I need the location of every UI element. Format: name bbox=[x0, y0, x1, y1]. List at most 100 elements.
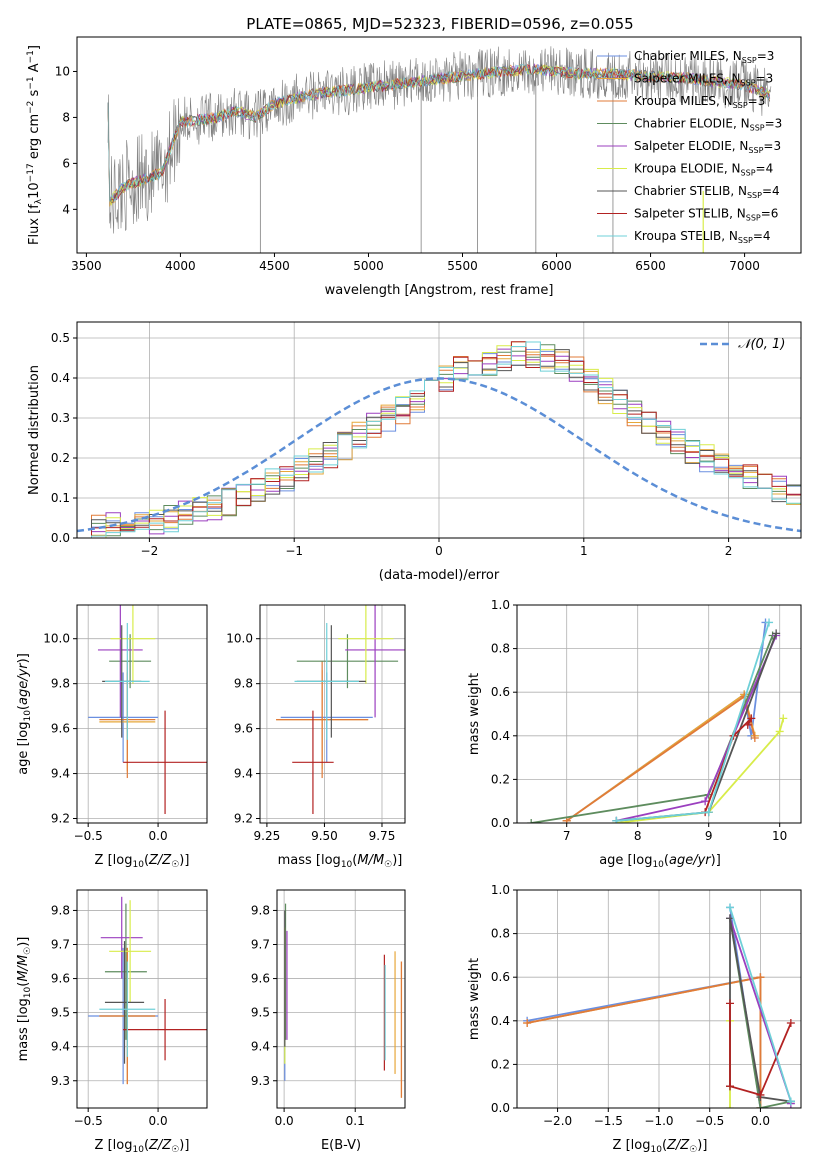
y-tick-label: 9.6 bbox=[251, 972, 270, 986]
weight-line-kroupa-stelib bbox=[616, 622, 770, 822]
spectrum-legend: Chabrier MILES, NSSP=3 Salpeter MILES, NS… bbox=[597, 49, 782, 245]
y-tick-label: 9.6 bbox=[51, 972, 70, 986]
y-tick-label: 9.7 bbox=[251, 938, 270, 952]
weight-marker-kroupa-stelib bbox=[612, 816, 621, 823]
y-tick-label: 8 bbox=[62, 110, 70, 124]
legend-label-salpeter-miles: Salpeter MILES, NSSP=3 bbox=[634, 72, 773, 88]
weight-marker-kroupa-stelib bbox=[786, 1097, 795, 1106]
y-tick-label: 0.0 bbox=[491, 816, 510, 830]
x-tick-label: 5000 bbox=[353, 259, 384, 273]
spectrum-panel: 3500 4000 4500 5000 5500 6000 6500 7000 4 6 8 10 wa… bbox=[26, 36, 802, 298]
y-tick-label: 1.0 bbox=[491, 598, 510, 612]
z-mass-ylabel: mass [log10(M/M☉)] bbox=[16, 937, 33, 1062]
weight-marker-kroupa-stelib bbox=[704, 808, 713, 817]
z-age-ylabel: age [log10(age/yr)] bbox=[16, 653, 33, 775]
x-tick-label: 2 bbox=[725, 544, 733, 558]
y-tick-label: 9.6 bbox=[234, 722, 253, 736]
marks bbox=[527, 618, 788, 823]
age-weight-panel: 7 8 9 10 0.0 0.2 0.4 0.6 0.8 1.0 age [log10(age/y… bbox=[467, 598, 802, 870]
marks bbox=[276, 605, 405, 815]
y-tick-label: 9.2 bbox=[234, 812, 253, 826]
model-spectrum-chabrier-miles bbox=[107, 63, 771, 206]
weight-line-salpeter-stelib bbox=[704, 717, 753, 813]
y-tick-label: 9.7 bbox=[51, 938, 70, 952]
x-tick-label: 6000 bbox=[541, 259, 572, 273]
model-spectrum-salpeter-stelib bbox=[107, 64, 771, 202]
y-tick-label: 0.2 bbox=[491, 772, 510, 786]
y-tick-label: 10.0 bbox=[43, 632, 70, 646]
weight-line-salpeter-stelib bbox=[729, 1003, 792, 1096]
y-tick-label: 9.4 bbox=[251, 1040, 270, 1054]
legend-label-kroupa-stelib: Kroupa STELIB, NSSP=4 bbox=[634, 229, 771, 245]
legend-label-salpeter-stelib: Salpeter STELIB, NSSP=6 bbox=[634, 207, 778, 223]
x-tick-label: 9.75 bbox=[369, 829, 396, 843]
x-tick-label: −1.5 bbox=[594, 1114, 623, 1128]
y-tick-label: 1.0 bbox=[491, 883, 510, 897]
legend-label-kroupa-elodie: Kroupa ELODIE, NSSP=4 bbox=[634, 162, 773, 178]
weight-line-kroupa-stelib bbox=[729, 907, 792, 1102]
y-tick-label: 0.0 bbox=[51, 531, 70, 545]
weight-marker-kroupa-miles bbox=[523, 1018, 532, 1027]
z-age-frame bbox=[76, 604, 208, 824]
y-tick-label: 9.3 bbox=[51, 1074, 70, 1088]
x-tick-label: −0.5 bbox=[74, 829, 103, 843]
age-weight-frame bbox=[516, 604, 802, 824]
weight-marker-kroupa-miles bbox=[750, 733, 759, 742]
legend-label-chabrier-miles: Chabrier MILES, NSSP=3 bbox=[634, 49, 774, 65]
weight-marker-kroupa-miles bbox=[756, 973, 765, 982]
x-tick-label: 4000 bbox=[165, 259, 196, 273]
legend-label-kroupa-miles: Kroupa MILES, NSSP=3 bbox=[634, 94, 765, 110]
x-tick-label: −2.0 bbox=[543, 1114, 572, 1128]
y-tick-label: 9.8 bbox=[51, 903, 70, 917]
z-weight-xlabel: Z [log10(Z/Z☉)] bbox=[613, 1138, 708, 1155]
x-tick-label: 0.1 bbox=[346, 1114, 365, 1128]
marks bbox=[88, 605, 207, 815]
weight-line-chabrier-miles bbox=[526, 907, 762, 1108]
x-tick-label: 9.50 bbox=[311, 829, 338, 843]
age-weight-ylabel: mass weight bbox=[467, 673, 482, 755]
y-tick-label: 0.2 bbox=[491, 1057, 510, 1071]
z-mass-frame bbox=[76, 889, 208, 1109]
marks bbox=[77, 341, 801, 538]
z-weight-panel: −2.0 −1.5 −1.0 −0.5 0.0 0.0 0.2 0.4 0.6 0.8 1.0 Z … bbox=[467, 883, 802, 1155]
z-age-panel: −0.5 0.09.29.49.69.810.0 Z [log10(Z/Z☉)] … bbox=[16, 604, 208, 870]
x-tick-label: 9.25 bbox=[254, 829, 281, 843]
weight-line-kroupa-miles bbox=[526, 976, 762, 1108]
y-tick-label: 9.4 bbox=[234, 767, 253, 781]
weight-marker-chabrier-elodie bbox=[527, 819, 536, 823]
y-tick-label: 0.6 bbox=[491, 685, 510, 699]
marks bbox=[88, 896, 207, 1085]
weight-marker-salpeter-elodie bbox=[701, 797, 710, 806]
y-tick-label: 10 bbox=[55, 64, 70, 78]
y-tick-label: 0.5 bbox=[51, 331, 70, 345]
y-tick-label: 9.3 bbox=[251, 1074, 270, 1088]
x-tick-label: 1 bbox=[580, 544, 588, 558]
x-tick-label: 5500 bbox=[447, 259, 478, 273]
y-tick-label: 0.4 bbox=[491, 1014, 510, 1028]
y-tick-label: 0.8 bbox=[491, 927, 510, 941]
x-tick-label: −1 bbox=[285, 544, 303, 558]
marks bbox=[107, 46, 772, 253]
y-tick-label: 9.8 bbox=[234, 677, 253, 691]
y-tick-label: 6 bbox=[62, 156, 70, 170]
weight-marker-kroupa-stelib bbox=[765, 618, 774, 627]
legend-label-chabrier-stelib: Chabrier STELIB, NSSP=4 bbox=[634, 184, 780, 200]
weight-line-chabrier-miles bbox=[566, 622, 767, 822]
x-tick-label: 0.0 bbox=[751, 1114, 770, 1128]
weight-marker-kroupa-elodie bbox=[726, 1104, 734, 1108]
mass-age-panel: 9.25 9.50 9.75 9.2 9.4 9.6 9.8 10.0 mass [log10… bbox=[226, 604, 406, 870]
model-spectrum-chabrier-stelib bbox=[107, 63, 771, 203]
y-tick-label: 10.0 bbox=[226, 632, 253, 646]
y-tick-label: 9.4 bbox=[51, 1040, 70, 1054]
x-tick-label: −0.5 bbox=[695, 1114, 724, 1128]
y-tick-label: 9.8 bbox=[51, 677, 70, 691]
mass-age-xlabel: mass [log10(M/M☉)] bbox=[278, 853, 403, 870]
residuals-frame bbox=[76, 321, 802, 539]
mass-age-frame bbox=[259, 604, 406, 824]
x-tick-label: 0 bbox=[435, 544, 443, 558]
y-tick-label: 0.0 bbox=[491, 1101, 510, 1115]
y-tick-label: 9.6 bbox=[51, 722, 70, 736]
x-tick-label: −2 bbox=[141, 544, 159, 558]
ebv-mass-panel: 0.0 0.1 9.3 9.4 9.5 9.6 9.7 9.8 E(B-V) bbox=[251, 889, 406, 1153]
